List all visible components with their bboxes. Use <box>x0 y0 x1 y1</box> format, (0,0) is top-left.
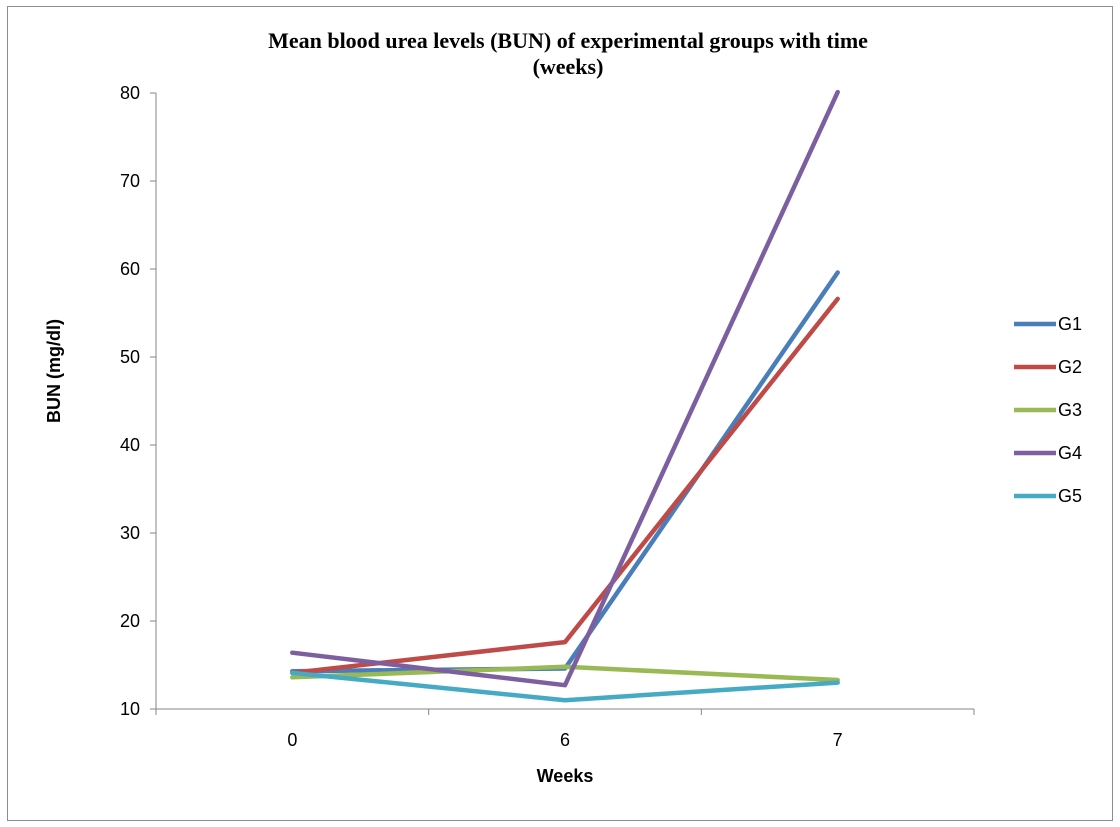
x-axis-ticks: 0 6 7 <box>155 709 975 750</box>
y-tick-label: 10 <box>120 699 140 719</box>
y-tick-label: 40 <box>120 435 140 455</box>
y-tick-label: 30 <box>120 523 140 543</box>
legend-label-g4: G4 <box>1058 443 1082 463</box>
series-line-g1 <box>290 270 840 674</box>
y-tick-label: 60 <box>120 259 140 279</box>
series-line-g2 <box>290 296 840 676</box>
legend: G1 G2 G3 G4 G5 <box>1014 314 1082 506</box>
legend-label-g3: G3 <box>1058 400 1082 420</box>
y-tick-label: 20 <box>120 611 140 631</box>
series-line-g5 <box>290 670 840 703</box>
chart-title-line1: Mean blood urea levels (BUN) of experime… <box>268 28 868 53</box>
series-lines <box>290 89 840 703</box>
x-tick-label: 6 <box>560 730 570 750</box>
x-tick-label: 7 <box>833 730 843 750</box>
x-axis-label: Weeks <box>537 766 594 786</box>
legend-label-g5: G5 <box>1058 486 1082 506</box>
legend-label-g2: G2 <box>1058 357 1082 377</box>
y-axis-ticks: 10 20 30 40 50 60 70 80 <box>120 83 156 719</box>
y-axis-label: BUN (mg/dl) <box>44 319 64 423</box>
x-tick-label: 0 <box>287 730 297 750</box>
y-tick-label: 50 <box>120 347 140 367</box>
legend-label-g1: G1 <box>1058 314 1082 334</box>
y-tick-label: 70 <box>120 171 140 191</box>
series-line-g3 <box>290 664 840 683</box>
series-line-g4 <box>290 89 840 688</box>
chart-title-line2: (weeks) <box>533 54 604 79</box>
y-tick-label: 80 <box>120 83 140 103</box>
